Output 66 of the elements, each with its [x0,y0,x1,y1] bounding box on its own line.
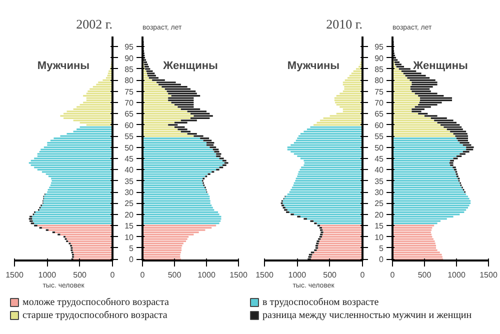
y-tick-label: 45 [124,154,134,164]
y-tick-label: 55 [124,132,134,142]
y-tick-label: 60 [374,120,384,130]
y-tick-label: 30 [374,188,384,198]
y-tick-label: 15 [374,222,384,231]
chart-title: 2002 г. [76,16,113,32]
y-tick-label: 15 [124,222,134,231]
y-tick-label: 85 [374,64,384,74]
x-tick-label: 0 [110,270,116,280]
y-tick-label: 20 [124,210,134,220]
y-tick-label: 0 [379,255,384,264]
y-tick-label: 5 [379,244,384,253]
x-tick-label: 1000 [288,270,307,280]
x-tick-label: 1500 [230,270,248,280]
x-tick-label: 1500 [6,270,24,280]
x-tick-label: 1000 [448,270,466,280]
y-tick-label: 25 [124,199,134,208]
y-tick-label: 65 [124,110,134,119]
y-tick-label: 10 [374,232,384,242]
y-tick-label: 40 [374,166,384,175]
y-tick-label: 90 [374,54,384,63]
y-tick-label: 70 [374,98,384,108]
y-tick-label: 50 [124,143,134,152]
chart-title: 2010 г. [326,16,363,32]
y-tick-label: 45 [374,154,384,164]
y-tick-label: 55 [374,132,384,142]
y-tick-label: 35 [374,176,384,186]
annotation: Мужчины [37,60,90,72]
y-tick-label: 30 [124,188,134,198]
x-tick-label: 500 [323,270,338,280]
x-tick-label: 0 [360,270,366,280]
y-tick-label: 75 [124,87,134,96]
y-tick-label: 65 [374,110,384,119]
x-tick-label: 500 [168,270,182,280]
x-tick-label: 500 [73,270,88,280]
annotation: Женщины [162,60,218,72]
y-tick-label: 80 [124,76,134,86]
annotation: Мужчины [287,60,340,72]
legend-label: разница между численностью мужчин и женщин [262,310,472,321]
y-tick-label: 5 [129,244,134,253]
y-tick-label: 80 [374,76,384,86]
x-tick-label: 1000 [198,270,216,280]
y-tick-label: 75 [374,87,384,96]
annotation: Женщины [412,60,468,72]
legend-label: в трудоспособном возрасте [262,297,380,308]
y-tick-label: 0 [129,255,134,264]
y-tick-label: 90 [124,54,134,63]
x-tick-label: 1500 [256,270,274,280]
y-tick-label: 20 [374,210,384,220]
y-tick-label: 95 [374,42,384,52]
legend-label: старше трудоспособного возраста [22,310,168,321]
y-tick-label: 70 [124,98,134,108]
x-tick-label: 500 [418,270,432,280]
legend-label: моложе трудоспособного возраста [22,297,170,308]
y-tick-label: 85 [124,64,134,74]
y-tick-label: 35 [124,176,134,186]
y-tick-label: 10 [124,232,134,242]
y-tick-label: 40 [124,166,134,175]
x-tick-label: 0 [390,270,396,280]
y-tick-label: 25 [374,199,384,208]
x-tick-label: 1500 [480,270,498,280]
y-tick-label: 95 [124,42,134,52]
x-tick-label: 1000 [38,270,57,280]
y-tick-label: 60 [124,120,134,130]
y-tick-label: 50 [374,143,384,152]
x-tick-label: 0 [140,270,146,280]
